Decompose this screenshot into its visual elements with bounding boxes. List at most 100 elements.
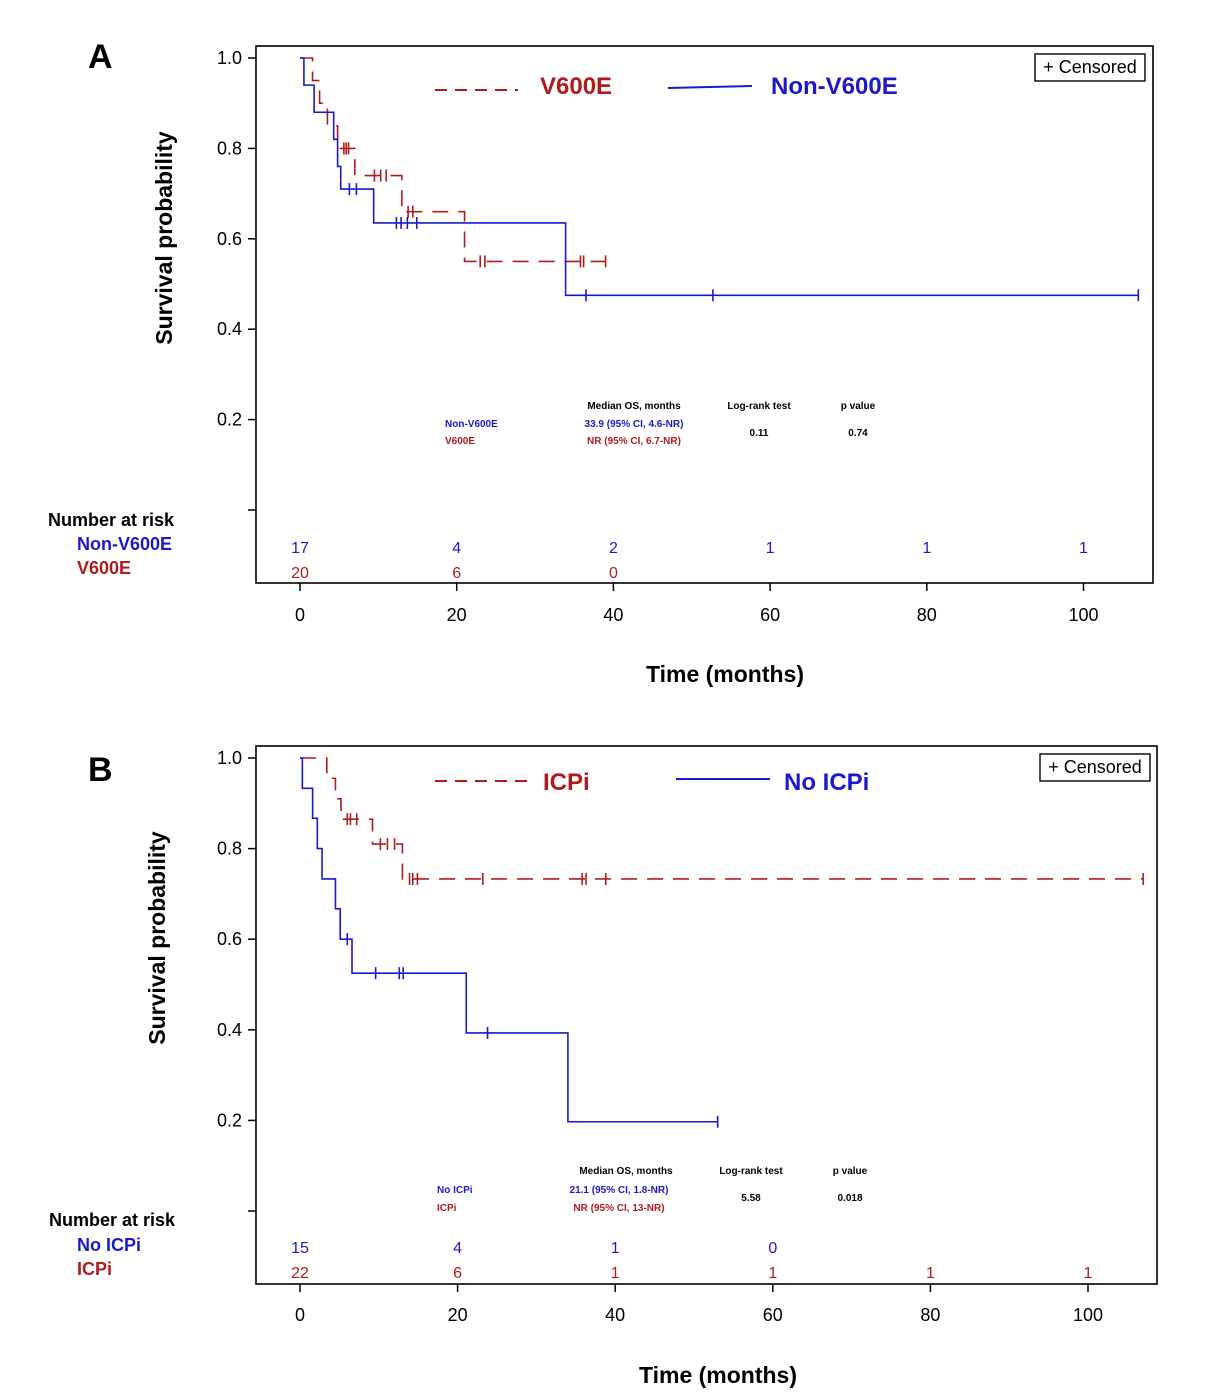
panel-letter: A — [88, 38, 113, 76]
panel-a: A Survival probability Time (months) + C… — [48, 38, 1154, 687]
km-plot-a: A Survival probability Time (months) + C… — [48, 38, 1154, 687]
y-tick-label: 0.8 — [217, 839, 242, 859]
censor-legend-box — [1039, 753, 1151, 782]
stats-group1-name: No ICPi — [437, 1185, 473, 1196]
legend-label-non-v600e: Non-V600E — [771, 73, 898, 100]
stats-table: Median OS, months Log-rank test p value … — [437, 1166, 868, 1214]
survival-curve-v600e — [300, 57, 606, 263]
survival-curves — [300, 57, 1140, 302]
risk-number: 0 — [609, 565, 618, 582]
stats-header-logrank: Log-rank test — [727, 401, 791, 412]
x-axis-title: Time (months) — [639, 1362, 797, 1388]
risk-row-label-icpi: ICPi — [77, 1259, 112, 1279]
x-tick-label: 60 — [760, 605, 780, 625]
x-tick-label: 60 — [763, 1305, 783, 1325]
risk-number: 15 — [291, 1240, 309, 1257]
stats-p-value: 0.74 — [848, 428, 868, 439]
survival-curve-non-v600e — [300, 57, 1139, 297]
x-tick-label: 20 — [448, 1305, 468, 1325]
x-axis-title: Time (months) — [646, 661, 804, 687]
y-ticks: 1.0 0.8 0.6 0.4 0.2 — [217, 48, 256, 511]
risk-number: 1 — [768, 1265, 777, 1282]
survival-curve-no-icpi — [300, 757, 718, 1123]
y-tick-label: 1.0 — [217, 48, 242, 68]
stats-group1-os: 21.1 (95% CI, 1.8-NR) — [570, 1185, 669, 1196]
plot-frame — [255, 45, 1154, 584]
x-tick-label: 100 — [1073, 1305, 1103, 1325]
risk-table: Number at risk No ICPi ICPi — [49, 1210, 176, 1279]
stats-header-logrank: Log-rank test — [719, 1166, 783, 1177]
stats-group1-os: 33.9 (95% CI, 4.6-NR) — [585, 419, 684, 430]
stats-header-median-os: Median OS, months — [579, 1166, 673, 1177]
x-ticks: 0 20 40 60 80 100 — [295, 1284, 1103, 1325]
censor-legend-box — [1034, 53, 1146, 82]
risk-number: 22 — [291, 1265, 309, 1282]
panel-letter: B — [88, 751, 113, 789]
stats-group2-name: V600E — [445, 436, 475, 447]
stats-header-median-os: Median OS, months — [587, 401, 681, 412]
censor-legend-text: + Censored — [1048, 757, 1142, 777]
stats-group2-name: ICPi — [437, 1203, 457, 1214]
risk-number: 4 — [452, 540, 461, 557]
risk-row-label-no-icpi: No ICPi — [77, 1235, 141, 1255]
x-ticks: 0 20 40 60 80 100 — [295, 583, 1099, 625]
risk-number: 1 — [611, 1265, 620, 1282]
risk-numbers: 15 4 1 0 22 6 1 1 1 1 — [291, 1240, 1092, 1282]
x-tick-label: 80 — [920, 1305, 940, 1325]
series-legend: V600E Non-V600E — [435, 73, 898, 100]
y-axis-title: Survival probability — [144, 831, 170, 1045]
y-tick-label: 0.2 — [217, 1110, 242, 1130]
plot-frame — [255, 745, 1158, 1285]
risk-table: Number at risk Non-V600E V600E — [48, 510, 175, 578]
risk-number: 1 — [926, 1265, 935, 1282]
censor-legend: + Censored — [1034, 53, 1146, 82]
x-tick-label: 40 — [603, 605, 623, 625]
x-tick-label: 20 — [447, 605, 467, 625]
x-tick-label: 40 — [605, 1305, 625, 1325]
km-plot-b: B Survival probability Time (months) + C… — [49, 745, 1158, 1388]
stats-p-value: 0.018 — [837, 1193, 862, 1204]
x-tick-label: 0 — [295, 605, 305, 625]
risk-table-header: Number at risk — [49, 1210, 176, 1230]
risk-number: 0 — [768, 1240, 777, 1257]
y-axis-title: Survival probability — [151, 131, 177, 345]
stats-group1-name: Non-V600E — [445, 419, 498, 430]
stats-group2-os: NR (95% CI, 13-NR) — [573, 1203, 664, 1214]
survival-curves — [300, 757, 1144, 1128]
y-tick-label: 0.6 — [217, 929, 242, 949]
x-tick-label: 0 — [295, 1305, 305, 1325]
y-tick-label: 1.0 — [217, 748, 242, 768]
y-tick-label: 0.6 — [217, 229, 242, 249]
risk-number: 17 — [291, 540, 309, 557]
risk-number: 2 — [609, 540, 618, 557]
y-tick-label: 0.8 — [217, 138, 242, 158]
risk-number: 6 — [452, 565, 461, 582]
risk-number: 1 — [1079, 540, 1088, 557]
stats-header-p-value: p value — [841, 401, 876, 412]
risk-number: 1 — [922, 540, 931, 557]
censor-legend: + Censored — [1039, 753, 1151, 782]
risk-numbers: 17 4 2 1 1 1 20 6 0 — [291, 540, 1088, 582]
survival-curve-icpi — [300, 757, 1144, 880]
risk-row-label-v600e: V600E — [77, 558, 131, 578]
legend-line-non-v600e — [667, 85, 753, 89]
y-tick-label: 0.4 — [217, 319, 242, 339]
legend-label-v600e: V600E — [540, 73, 612, 100]
stats-table: Median OS, months Log-rank test p value … — [445, 401, 876, 447]
panel-b: B Survival probability Time (months) + C… — [0, 700, 1214, 1400]
y-ticks: 1.0 0.8 0.6 0.4 0.2 — [217, 748, 256, 1212]
x-tick-label: 80 — [917, 605, 937, 625]
stats-group2-os: NR (95% CI, 6.7-NR) — [587, 436, 681, 447]
risk-number: 1 — [611, 1240, 620, 1257]
legend-label-no-icpi: No ICPi — [784, 769, 869, 796]
risk-number: 1 — [1084, 1265, 1093, 1282]
risk-number: 6 — [453, 1265, 462, 1282]
x-tick-label: 100 — [1068, 605, 1098, 625]
risk-number: 20 — [291, 565, 309, 582]
risk-number: 1 — [766, 540, 775, 557]
y-tick-label: 0.4 — [217, 1020, 242, 1040]
risk-number: 4 — [453, 1240, 462, 1257]
risk-table-header: Number at risk — [48, 510, 175, 530]
stats-logrank-value: 0.11 — [750, 428, 769, 439]
censor-legend-text: + Censored — [1043, 57, 1137, 77]
